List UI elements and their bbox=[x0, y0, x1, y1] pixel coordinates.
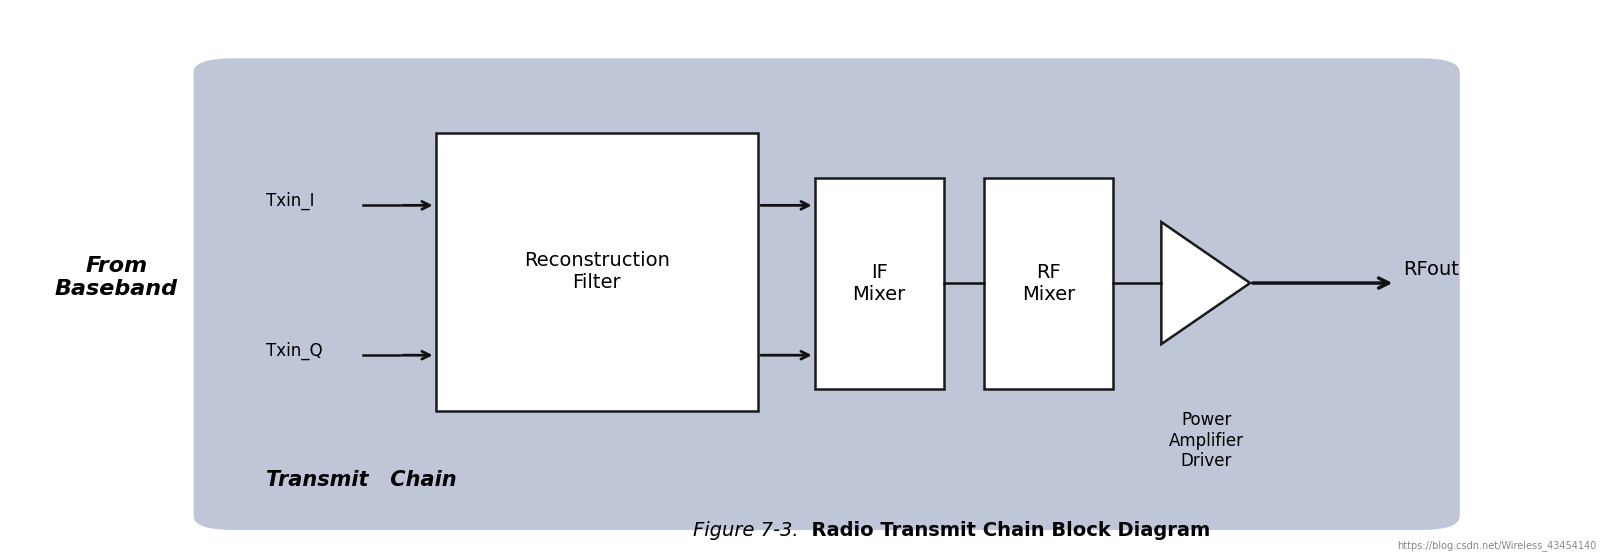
Text: Radio Transmit Chain Block Diagram: Radio Transmit Chain Block Diagram bbox=[798, 521, 1211, 539]
Polygon shape bbox=[1161, 222, 1250, 344]
Text: https://blog.csdn.net/Wireless_43454140: https://blog.csdn.net/Wireless_43454140 bbox=[1397, 539, 1597, 551]
Text: IF
Mixer: IF Mixer bbox=[852, 263, 907, 304]
Text: Txin_Q: Txin_Q bbox=[266, 342, 323, 360]
FancyBboxPatch shape bbox=[194, 58, 1460, 530]
Text: Txin_I: Txin_I bbox=[266, 192, 315, 210]
Text: RFout: RFout bbox=[1403, 260, 1460, 279]
Bar bbox=[436, 133, 758, 411]
Text: Transmit   Chain: Transmit Chain bbox=[266, 470, 456, 490]
Text: From
Baseband: From Baseband bbox=[55, 256, 177, 299]
Text: Reconstruction
Filter: Reconstruction Filter bbox=[524, 251, 669, 292]
Text: Figure 7-3.: Figure 7-3. bbox=[694, 521, 798, 539]
Text: RF
Mixer: RF Mixer bbox=[1021, 263, 1076, 304]
Bar bbox=[815, 178, 944, 388]
Text: Power
Amplifier
Driver: Power Amplifier Driver bbox=[1169, 411, 1244, 470]
Bar bbox=[984, 178, 1113, 388]
